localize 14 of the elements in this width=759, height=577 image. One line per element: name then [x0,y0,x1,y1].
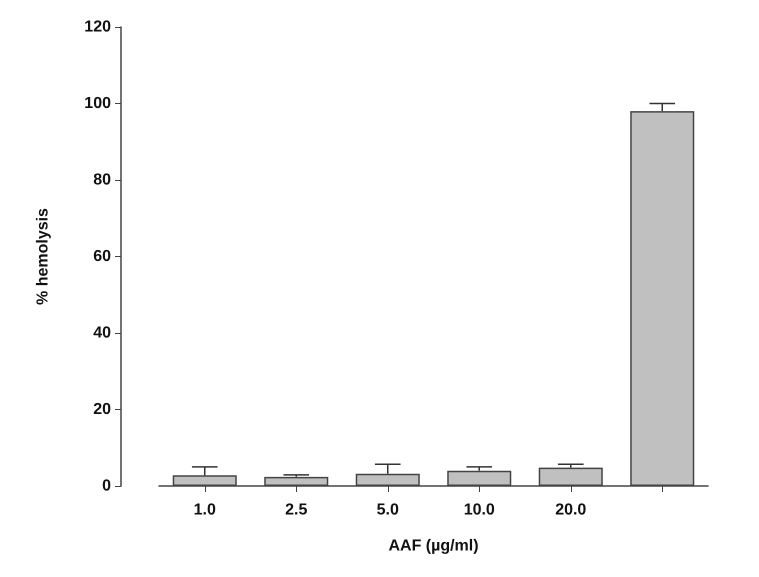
y-tick-label: 40 [93,324,112,342]
y-axis-title: % hemolysis [34,208,52,305]
y-tick-label: 0 [102,478,112,494]
y-tick-label: 60 [93,248,112,265]
y-tick-label: 100 [84,95,112,112]
x-tick-label: 10.0 [464,502,495,518]
y-tick-label: 20 [93,401,112,418]
x-tick-label: 20.0 [555,502,586,518]
x-axis-title: AAF (µg/ml) [388,538,479,554]
x-tick-label: 2.5 [285,502,308,518]
x-tick-label: 1.0 [194,502,216,518]
y-tick-label: 80 [93,172,112,188]
x-tick-label: 5.0 [376,502,399,518]
y-tick-label: 120 [84,18,112,36]
